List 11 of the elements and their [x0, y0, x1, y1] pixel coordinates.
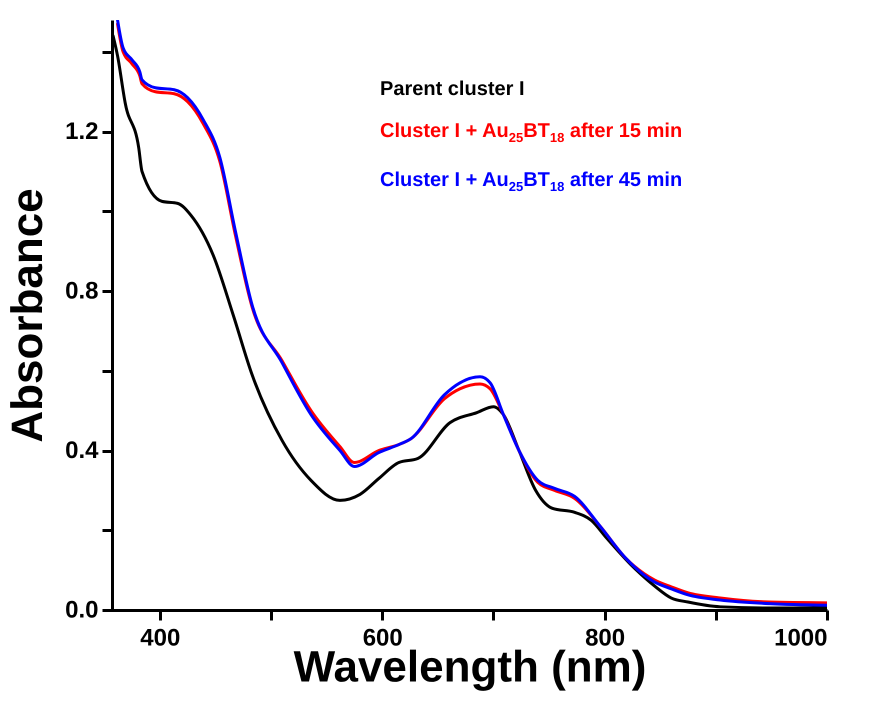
text: Parent cluster I — [380, 77, 526, 102]
y-tick-label: 1.2 — [65, 118, 98, 146]
y-tick-label: 0.8 — [65, 278, 98, 305]
text: Cluster I + Au$_{25}$BT$_{18}$ after 45 min — [380, 168, 682, 196]
y-tick-label: 0.0 — [65, 596, 98, 624]
x-tick-label: 800 — [585, 624, 626, 652]
text: Cluster I + Au$_{25}$BT$_{18}$ after 15 min — [380, 119, 682, 147]
x-tick-label: 1000 — [774, 624, 828, 652]
y-tick-label: 0.4 — [65, 437, 100, 464]
x-tick-label: 400 — [140, 624, 180, 652]
y-axis-title: Absorbance — [3, 188, 52, 443]
